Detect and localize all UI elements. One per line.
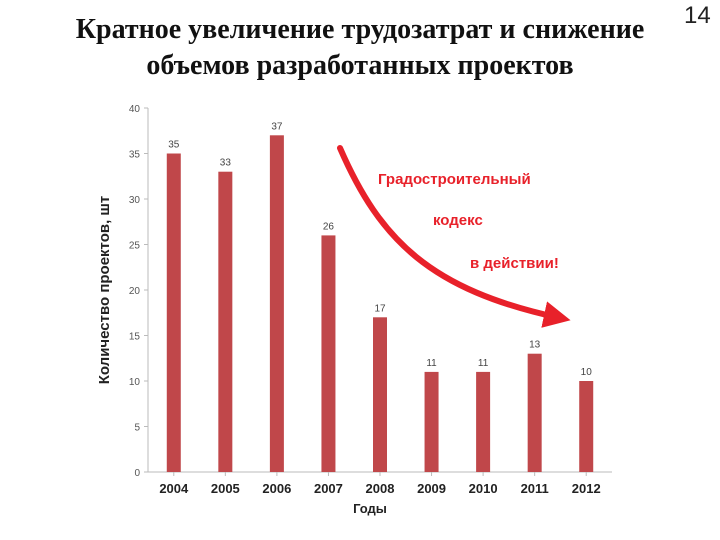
- x-tick-label: 2010: [469, 481, 498, 496]
- x-tick-label: 2006: [262, 481, 291, 496]
- data-label: 11: [426, 358, 437, 369]
- x-axis-label: Годы: [353, 501, 387, 516]
- data-label: 10: [581, 367, 593, 378]
- y-tick-label: 0: [134, 468, 140, 479]
- y-axis-label: Количество проектов, шт: [96, 196, 113, 385]
- x-tick-label: 2012: [572, 481, 601, 496]
- bar: [321, 235, 336, 472]
- decline-arrow: [337, 145, 571, 328]
- y-tick-label: 5: [134, 423, 140, 434]
- bar: [579, 381, 594, 472]
- bar: [527, 353, 542, 472]
- bar: [218, 171, 233, 472]
- annotation-line: кодекс: [433, 212, 483, 229]
- y-tick-label: 30: [129, 195, 141, 206]
- x-tick-label: 2008: [366, 481, 395, 496]
- slide-title: Кратное увеличение трудозатрат и снижени…: [0, 12, 720, 84]
- data-label: 11: [478, 358, 489, 369]
- data-label: 17: [374, 303, 386, 314]
- bar: [166, 153, 181, 472]
- slide-title-line-2: объемов разработанных проектов: [146, 50, 574, 81]
- page-number: 14: [684, 2, 711, 29]
- y-tick-label: 10: [129, 377, 141, 388]
- annotation-line: Градостроительный: [378, 171, 531, 188]
- annotation-line: в действии!: [470, 255, 559, 272]
- bar: [424, 371, 439, 472]
- data-labels: 35 33 37 26 17 11 11 13 10: [168, 121, 592, 378]
- data-label: 37: [271, 121, 283, 132]
- x-tick-label: 2007: [314, 481, 343, 496]
- data-label: 33: [220, 158, 232, 169]
- bars: [166, 135, 594, 473]
- x-tick-label: 2009: [417, 481, 446, 496]
- bar: [269, 135, 284, 473]
- x-tick-label: 2011: [521, 481, 549, 496]
- y-tick-label: 25: [129, 241, 141, 252]
- data-label: 26: [323, 221, 335, 232]
- slide-title-line-1: Кратное увеличение трудозатрат и снижени…: [75, 14, 645, 45]
- y-tick-label: 35: [129, 150, 141, 161]
- x-tick-label: 2004: [159, 481, 189, 496]
- x-tick-label: 2005: [211, 481, 240, 496]
- data-label: 13: [529, 340, 541, 351]
- bar: [373, 317, 387, 472]
- y-tick-label: 40: [129, 104, 141, 115]
- y-tick-label: 15: [129, 332, 141, 343]
- data-label: 35: [168, 140, 180, 151]
- annotation-text: Градостроительный кодекс в действии!: [378, 171, 559, 272]
- y-tick-label: 20: [129, 286, 141, 297]
- bar: [476, 371, 491, 472]
